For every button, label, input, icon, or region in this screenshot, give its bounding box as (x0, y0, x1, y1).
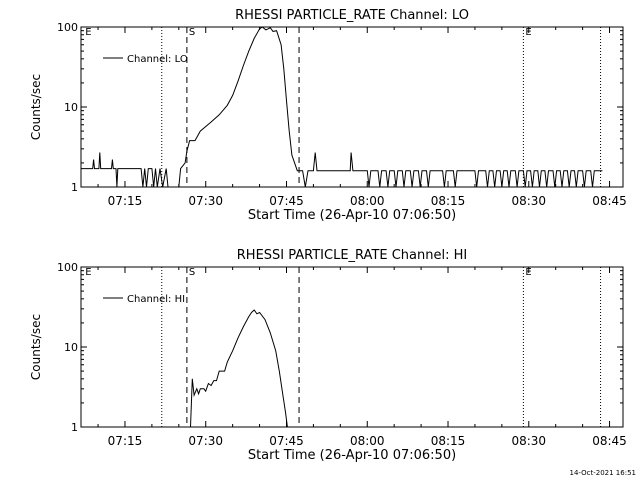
x-tick-label: 08:45 (592, 194, 627, 208)
x-tick-label: 08:30 (511, 194, 546, 208)
legend-label: Channel: HI (127, 294, 185, 305)
y-axis-label: Counts/sec (29, 314, 43, 380)
panel-hi-channel: RHESSI PARTICLE_RATE Channel: HI 1 10 100 Co… (29, 248, 627, 463)
x-tick-label: 08:30 (511, 434, 546, 448)
y-axis-label: Counts/sec (29, 74, 43, 140)
footer-timestamp: 14-Oct-2021 16:51 (570, 469, 636, 477)
event-marker-label: E (525, 267, 531, 278)
y-tick-label: 1 (71, 421, 78, 434)
x-axis-label: Start Time (26-Apr-10 07:06:50) (248, 448, 456, 463)
legend-label: Channel: LO (127, 54, 188, 65)
y-tick-label: 100 (57, 21, 78, 34)
chart-title: RHESSI PARTICLE_RATE Channel: HI (237, 248, 467, 263)
x-tick-label: 08:15 (431, 194, 466, 208)
series-line (81, 26, 603, 188)
x-tick-label: 08:00 (350, 434, 385, 448)
event-marker-label: E (525, 27, 531, 38)
y-tick-label: 1 (71, 181, 78, 194)
event-marker-label: S (189, 27, 195, 38)
panel-lo-channel: RHESSI PARTICLE_RATE Channel: LO 1 10 100 Co… (29, 8, 627, 223)
chart-title: RHESSI PARTICLE_RATE Channel: LO (235, 8, 469, 23)
x-tick-label: 08:00 (350, 194, 385, 208)
x-tick-label: 07:15 (108, 194, 143, 208)
x-tick-label: 07:45 (269, 194, 304, 208)
event-marker-label: E (85, 267, 91, 278)
y-tick-label: 100 (57, 261, 78, 274)
series-line (190, 309, 288, 428)
x-tick-label: 07:30 (188, 434, 223, 448)
x-tick-label: 07:45 (269, 434, 304, 448)
x-axis-label: Start Time (26-Apr-10 07:06:50) (248, 208, 456, 223)
x-tick-label: 08:45 (592, 434, 627, 448)
y-tick-label: 10 (64, 101, 78, 114)
x-tick-label: 07:30 (188, 194, 223, 208)
event-marker-label: E (85, 27, 91, 38)
x-tick-label: 07:15 (108, 434, 143, 448)
x-tick-label: 08:15 (431, 434, 466, 448)
y-tick-label: 10 (64, 341, 78, 354)
event-marker-label: S (189, 267, 195, 278)
